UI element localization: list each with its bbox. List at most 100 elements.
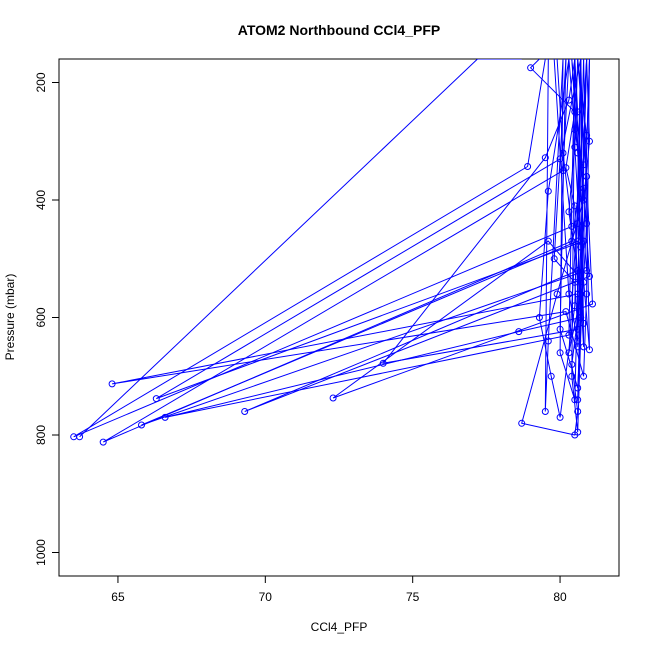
data-point xyxy=(586,346,593,354)
data-point xyxy=(574,428,582,436)
data-point xyxy=(565,331,573,339)
data-point xyxy=(518,419,526,427)
y-tick-label: 600 xyxy=(34,307,48,327)
plot-area-frame xyxy=(58,58,620,577)
series-line-1 xyxy=(521,59,591,436)
series-line-20 xyxy=(79,59,522,438)
y-tick-label: 200 xyxy=(34,72,48,92)
data-point xyxy=(568,237,576,245)
data-point xyxy=(574,325,582,333)
data-point xyxy=(571,278,579,286)
data-point xyxy=(586,137,593,145)
data-point xyxy=(544,337,552,345)
data-point xyxy=(541,154,549,162)
data-point xyxy=(574,290,582,298)
data-point xyxy=(583,131,591,139)
marker-layer xyxy=(70,64,596,446)
data-point xyxy=(583,220,591,227)
data-point xyxy=(99,438,107,446)
data-point xyxy=(580,319,588,327)
data-point xyxy=(574,149,582,157)
data-point xyxy=(535,314,543,321)
data-point xyxy=(544,237,552,245)
data-point xyxy=(589,300,596,308)
data-point xyxy=(580,278,588,286)
data-point xyxy=(559,149,567,157)
data-point xyxy=(571,108,579,116)
data-point xyxy=(379,359,387,367)
data-point xyxy=(568,361,576,368)
data-point xyxy=(577,243,585,251)
data-point xyxy=(152,395,160,403)
series-line-17 xyxy=(544,59,564,412)
data-point xyxy=(241,408,249,415)
data-point xyxy=(583,267,591,274)
y-tick-label: 1000 xyxy=(34,539,48,566)
data-point xyxy=(574,267,582,274)
series-line-5 xyxy=(112,59,590,385)
data-point xyxy=(586,272,593,280)
data-point xyxy=(108,380,116,388)
series-line-9 xyxy=(73,59,573,438)
data-point xyxy=(565,290,573,298)
data-point xyxy=(541,408,549,415)
series-line-6 xyxy=(244,59,591,412)
data-point xyxy=(580,196,588,204)
data-point xyxy=(571,143,579,151)
data-point xyxy=(574,408,582,415)
series-line-8 xyxy=(332,59,594,399)
data-point xyxy=(161,413,169,421)
data-point xyxy=(559,167,567,175)
series-line-18 xyxy=(577,59,588,400)
data-point xyxy=(565,208,573,216)
data-point xyxy=(571,396,579,404)
data-point xyxy=(574,384,582,392)
data-point xyxy=(562,308,570,316)
y-axis: 200 400 600 800 1000 xyxy=(34,72,59,566)
data-point xyxy=(574,220,582,227)
x-tick-label: 75 xyxy=(406,590,420,604)
data-point xyxy=(568,372,576,380)
data-point xyxy=(565,96,573,104)
data-point xyxy=(583,173,591,180)
data-point xyxy=(571,126,579,133)
series-layer xyxy=(73,59,594,443)
series-line-3 xyxy=(381,59,579,365)
x-tick-label: 80 xyxy=(553,590,567,604)
data-point xyxy=(577,314,585,321)
series-line-10 xyxy=(164,59,582,418)
chart-title: ATOM2 Northbound CCl4_PFP xyxy=(238,22,440,38)
data-point xyxy=(580,372,588,380)
y-tick-label: 400 xyxy=(34,190,48,210)
data-point xyxy=(580,184,588,192)
series-line-2 xyxy=(156,59,590,400)
data-point xyxy=(515,328,523,336)
x-tick-label: 65 xyxy=(111,590,125,604)
data-point xyxy=(553,290,561,298)
data-point xyxy=(580,161,588,169)
data-point xyxy=(524,163,532,170)
series-line-4 xyxy=(141,59,588,426)
data-point xyxy=(527,64,535,72)
series-line-14 xyxy=(538,59,582,418)
y-tick-label: 800 xyxy=(34,425,48,445)
data-point xyxy=(76,433,84,441)
data-point xyxy=(574,343,582,351)
data-point xyxy=(329,394,337,402)
data-point xyxy=(556,155,564,163)
data-point xyxy=(574,108,582,116)
data-point xyxy=(556,349,564,357)
data-point xyxy=(571,202,579,210)
data-point xyxy=(138,421,145,429)
x-axis: 65 70 75 80 xyxy=(111,576,567,604)
plot-clip-group xyxy=(70,59,596,446)
data-point xyxy=(568,222,576,230)
data-point xyxy=(556,325,564,333)
data-point xyxy=(544,187,552,195)
series-line-19 xyxy=(574,59,588,347)
data-point xyxy=(556,413,564,421)
data-point xyxy=(550,255,558,263)
data-point xyxy=(574,396,582,404)
data-point xyxy=(583,290,591,298)
